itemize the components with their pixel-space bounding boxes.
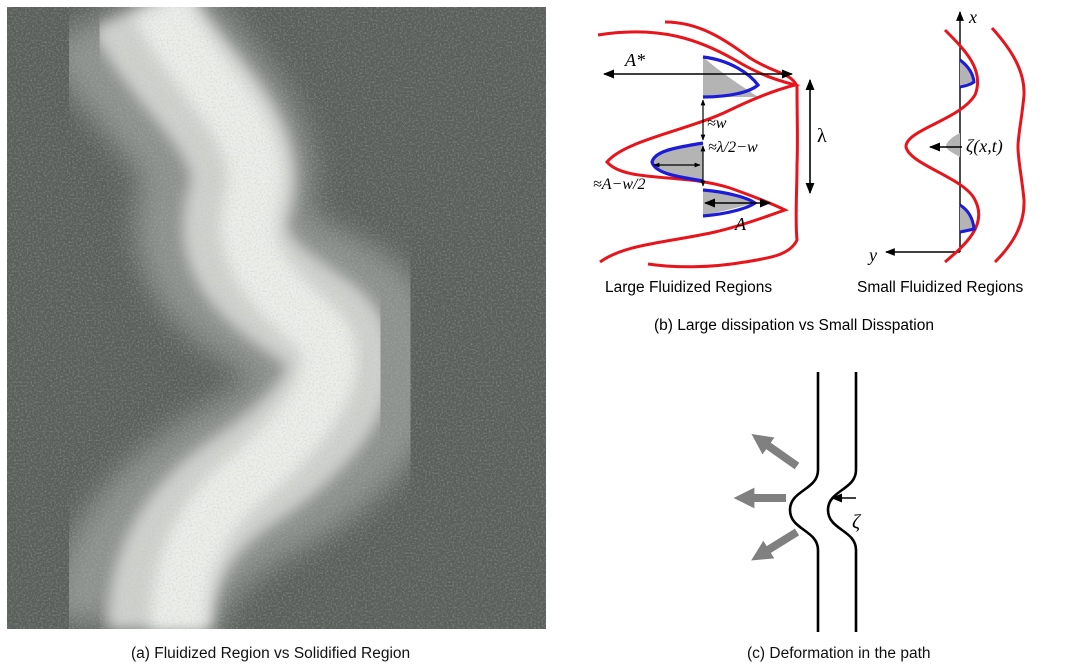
- label-x: x: [968, 7, 977, 27]
- right-title: Small Fluidized Regions: [857, 279, 1024, 296]
- panel-b-caption: (b) Large dissipation vs Small Disspatio…: [654, 317, 934, 334]
- label-y: y: [867, 245, 877, 265]
- deformation-diagram: ζ: [733, 372, 862, 632]
- shaded-region-top: [703, 57, 758, 97]
- blue-fluidized-top: [702, 55, 761, 99]
- panel-a-caption: (a) Fluidized Region vs Solidified Regio…: [131, 645, 411, 662]
- panel-c-caption: (c) Deformation in the path: [747, 645, 931, 662]
- label-a: A: [734, 214, 747, 234]
- red-boundary-right: [647, 20, 799, 269]
- path-left-wall: [788, 372, 820, 632]
- red-small-left: [904, 28, 981, 264]
- label-lambda: λ: [817, 125, 827, 147]
- small-shaded-top: [960, 60, 974, 87]
- blue-small-bottom: [959, 203, 976, 234]
- gray-arrow-upper: [751, 434, 800, 470]
- red-small-right-curve: [990, 26, 1026, 264]
- label-a-star: A*: [624, 50, 645, 70]
- label-zeta-xt: ζ(x,t): [966, 136, 1003, 157]
- small-fluidized-diagram: x y ζ(x,t): [867, 7, 1026, 265]
- path-right-wall: [826, 372, 858, 632]
- red-boundary-left: [597, 30, 801, 264]
- label-a-minus: ≈A−w/2: [593, 176, 645, 193]
- gray-arrow-lower: [751, 528, 800, 561]
- blue-small-top: [959, 58, 976, 89]
- blue-fluidized-middle: [650, 141, 704, 183]
- small-shaded-middle: [946, 133, 960, 157]
- left-title: Large Fluidized Regions: [605, 279, 772, 296]
- label-half-lambda: ≈λ/2−w: [708, 139, 758, 156]
- label-w: ≈w: [707, 115, 727, 132]
- large-fluidized-diagram: A* ≈w ≈λ/2−w ≈A−w/2 A λ: [593, 20, 827, 269]
- small-shaded-bottom: [960, 205, 974, 232]
- label-zeta: ζ: [852, 511, 862, 533]
